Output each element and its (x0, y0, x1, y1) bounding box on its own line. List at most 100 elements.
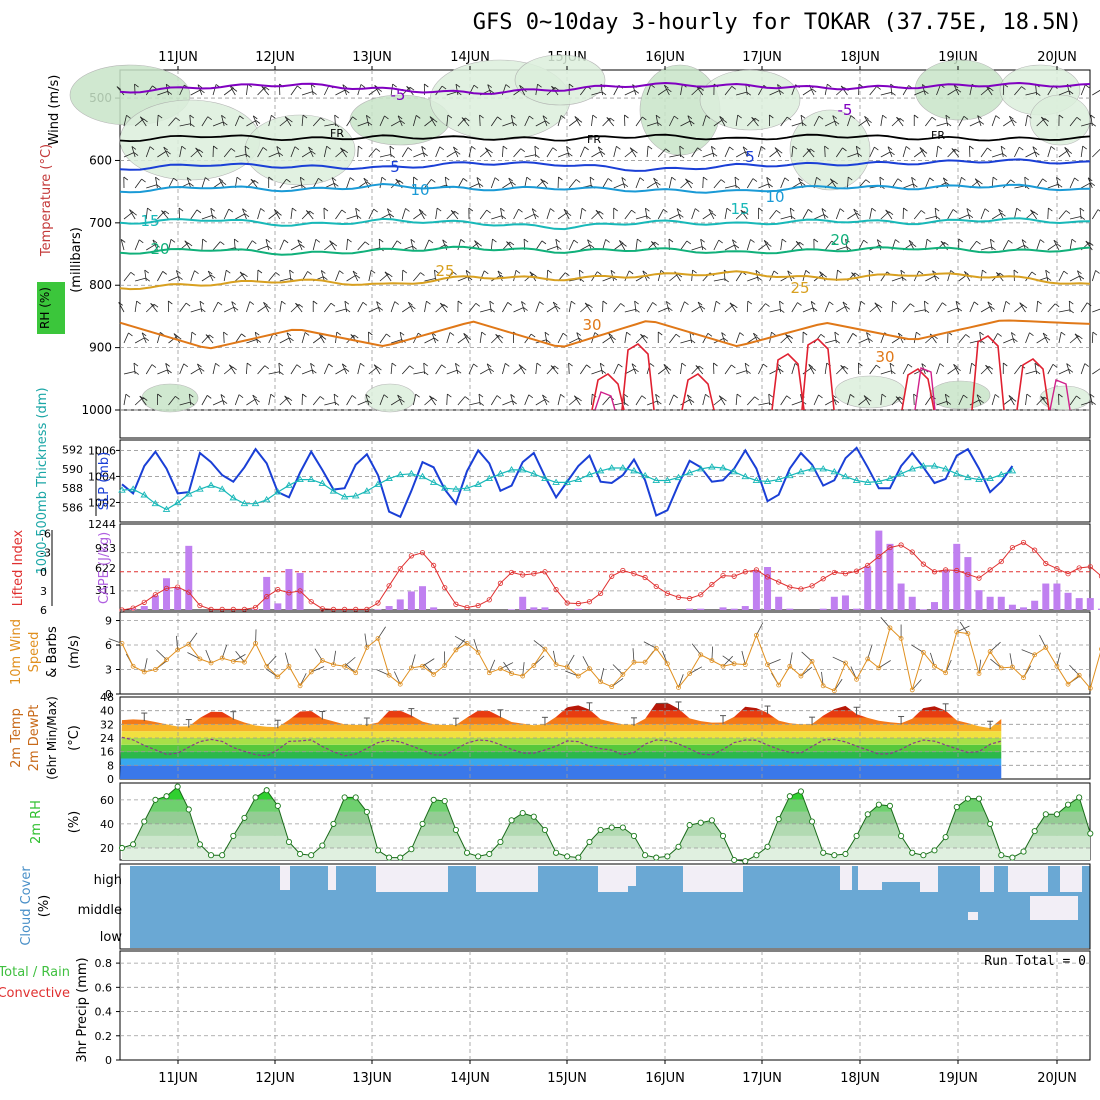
cape-tick-label: 311 (95, 584, 116, 597)
rh-region (1029, 94, 1091, 146)
wind-barb (992, 153, 1003, 158)
wind-barb (134, 337, 145, 344)
wind-barb-flag (152, 85, 157, 90)
wind-barb-flag (576, 332, 581, 336)
wind-barb-flag (609, 117, 615, 122)
rh-point (1065, 801, 1072, 808)
date-label-bottom: 14JUN (450, 1071, 490, 1086)
wind-barb (246, 339, 257, 344)
wind-barb (758, 243, 768, 251)
wind-barb (602, 336, 612, 344)
wind-barb (624, 308, 636, 313)
wind-barb (969, 399, 980, 406)
wind-barb-flag (329, 240, 334, 244)
wind-barb (546, 246, 558, 251)
wind-barb-flag (1065, 210, 1071, 214)
wind-barb (479, 368, 490, 375)
wind-barb (141, 332, 147, 344)
wind-barb-flag (918, 270, 924, 275)
wind-barb (468, 402, 480, 406)
wind-barb (902, 364, 909, 375)
wind-barb-flag (523, 307, 528, 311)
wind-barb-flag (500, 207, 505, 212)
wind-barb (246, 120, 257, 127)
wind-barb-flag (718, 239, 723, 244)
wind-barb-flag (498, 334, 504, 339)
wind-barb-flag (1011, 398, 1017, 402)
wind-barb (223, 306, 235, 313)
wind-barb (246, 398, 256, 406)
wind-barb-flag (170, 238, 176, 243)
thickness-point (530, 469, 538, 477)
wind-barb-flag (619, 240, 624, 244)
wind-barb-flag (667, 88, 672, 93)
wind-barb (268, 115, 272, 127)
wind-barb (789, 208, 793, 220)
wind-barb (205, 334, 214, 344)
isotherm-label: 25 (790, 279, 809, 297)
wind-barb-flag (713, 362, 718, 367)
lifted-index-point (130, 605, 136, 611)
wind-barb (769, 368, 780, 375)
isotherm-line (119, 158, 1091, 172)
wind-barb-flag (199, 300, 205, 305)
temp-tick-label: 16 (100, 746, 114, 759)
wind-barb-flag (344, 368, 350, 372)
wind-barb-flag (850, 115, 856, 119)
wind-barb-flag (649, 363, 655, 367)
wind-barb (324, 401, 336, 406)
wind-barb-flag (679, 154, 685, 159)
wind-barb (574, 395, 581, 406)
wind-barb (936, 122, 948, 127)
lifted-index-point (186, 589, 192, 595)
wind-barb (925, 215, 937, 220)
wind-barb-flag (492, 238, 497, 243)
thickness-point (396, 470, 405, 478)
wind-barb-flag (310, 363, 315, 367)
thickness-point (830, 467, 839, 475)
wind-barb-flag (502, 145, 508, 150)
wind-barb (980, 147, 988, 158)
wind-barb (795, 241, 804, 251)
wind-barb (510, 115, 514, 127)
isotherm-line (119, 270, 1091, 291)
wind10m-point (342, 663, 348, 669)
wind10m-axis-label-2: Speed (27, 632, 42, 673)
wind-barb (847, 153, 858, 158)
thickness-point (240, 499, 249, 507)
wind-barb-flag (766, 177, 771, 181)
wind-barb-flag (311, 150, 316, 155)
cape-bar (129, 608, 137, 610)
wind-barb-flag (286, 332, 292, 337)
wind10m-axis-label-1: 10m Wind (9, 619, 24, 685)
wind-barb (335, 308, 347, 313)
wind-barb (780, 177, 786, 189)
wind-barb-flag (958, 238, 963, 243)
wind-barb-flag (555, 305, 561, 310)
wind-barb (424, 337, 435, 344)
temp-band (120, 738, 1002, 745)
wind-barb (286, 332, 292, 344)
wind-barb-flag (364, 241, 370, 246)
wind-barb-flag (250, 178, 256, 183)
wind-barb-flag (360, 84, 366, 88)
wind-barb-flag (546, 339, 551, 344)
wind-barb (969, 301, 975, 313)
wind-barb-flag (812, 307, 818, 312)
wind-barb (542, 394, 548, 406)
wind-barb (980, 306, 991, 313)
isotherm-label: 20 (830, 231, 849, 249)
wind-barb-flag (1064, 147, 1069, 151)
wind-barb-flag (611, 336, 616, 341)
lifted-index-point (965, 571, 971, 577)
wind-barb-flag (976, 240, 981, 245)
wind-barb-flag (942, 302, 947, 306)
wind-barb (768, 393, 770, 406)
temp-band (120, 710, 1002, 718)
wind-barb (936, 146, 939, 158)
wind-barb (1032, 146, 1038, 158)
wind-barb-flag (1069, 309, 1074, 314)
wind-barb (724, 185, 736, 189)
wind-barb-flag (889, 362, 895, 367)
wind-barb-flag (345, 308, 351, 313)
